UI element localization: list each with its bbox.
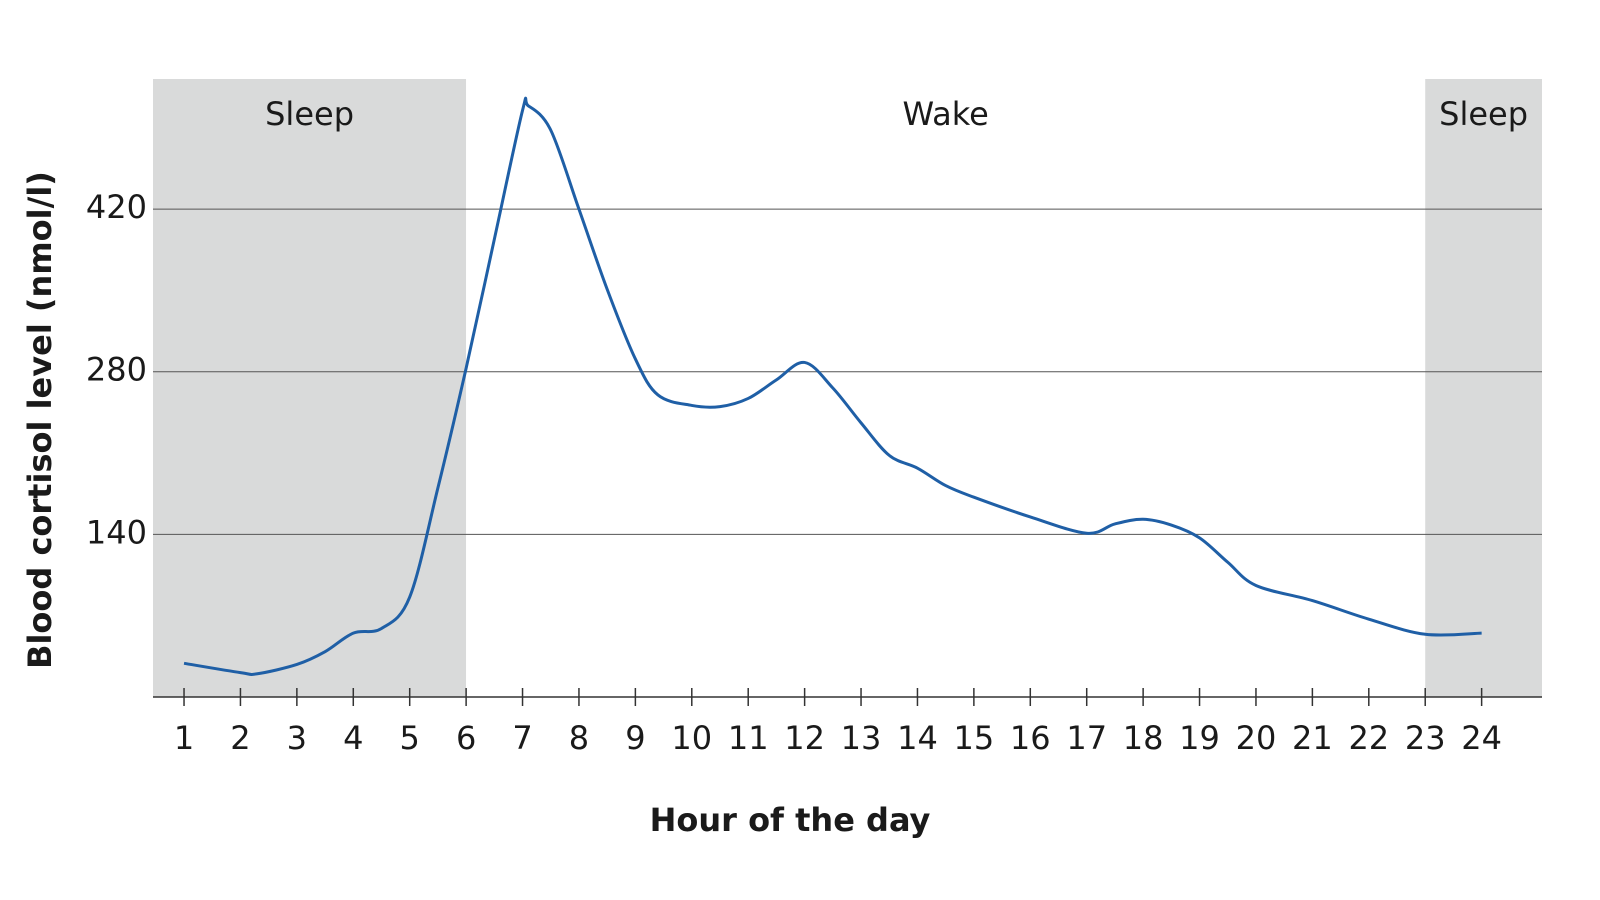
band-label: Sleep	[1439, 95, 1528, 133]
x-tick-label: 13	[841, 719, 882, 757]
x-tick-label: 9	[625, 719, 645, 757]
x-tick-label: 11	[728, 719, 769, 757]
x-tick-label: 8	[569, 719, 589, 757]
x-tick-label: 14	[897, 719, 938, 757]
x-tick-label: 19	[1179, 719, 1220, 757]
x-axis-title: Hour of the day	[650, 801, 931, 839]
x-tick-label: 1	[174, 719, 194, 757]
x-tick-label: 5	[400, 719, 420, 757]
x-tick-label: 10	[671, 719, 712, 757]
band-label: Wake	[903, 95, 989, 133]
band-label: Sleep	[265, 95, 354, 133]
band	[466, 79, 1426, 697]
x-tick-label: 7	[512, 719, 532, 757]
x-tick-label: 24	[1461, 719, 1502, 757]
x-tick-label: 17	[1066, 719, 1107, 757]
y-tick-label: 420	[86, 188, 147, 226]
x-tick-label: 16	[1010, 719, 1051, 757]
x-tick-label: 23	[1405, 719, 1446, 757]
x-tick-label: 6	[456, 719, 476, 757]
line	[183, 96, 1482, 676]
x-tick-label: 12	[784, 719, 825, 757]
x-tick-label: 22	[1348, 719, 1389, 757]
x-tick-label: 2	[230, 719, 250, 757]
x-tick-label: 3	[287, 719, 307, 757]
band	[1425, 79, 1542, 697]
x-tick-label: 18	[1123, 719, 1164, 757]
x-tick-label: 20	[1236, 719, 1277, 757]
x-tick-label: 21	[1292, 719, 1333, 757]
band	[153, 79, 467, 697]
y-axis-title: Blood cortisol level (nmol/l)	[21, 171, 59, 669]
x-tick-label: 15	[954, 719, 995, 757]
x-tick-label: 4	[343, 719, 363, 757]
y-tick-label: 140	[86, 513, 147, 551]
y-tick-label: 280	[86, 351, 147, 389]
